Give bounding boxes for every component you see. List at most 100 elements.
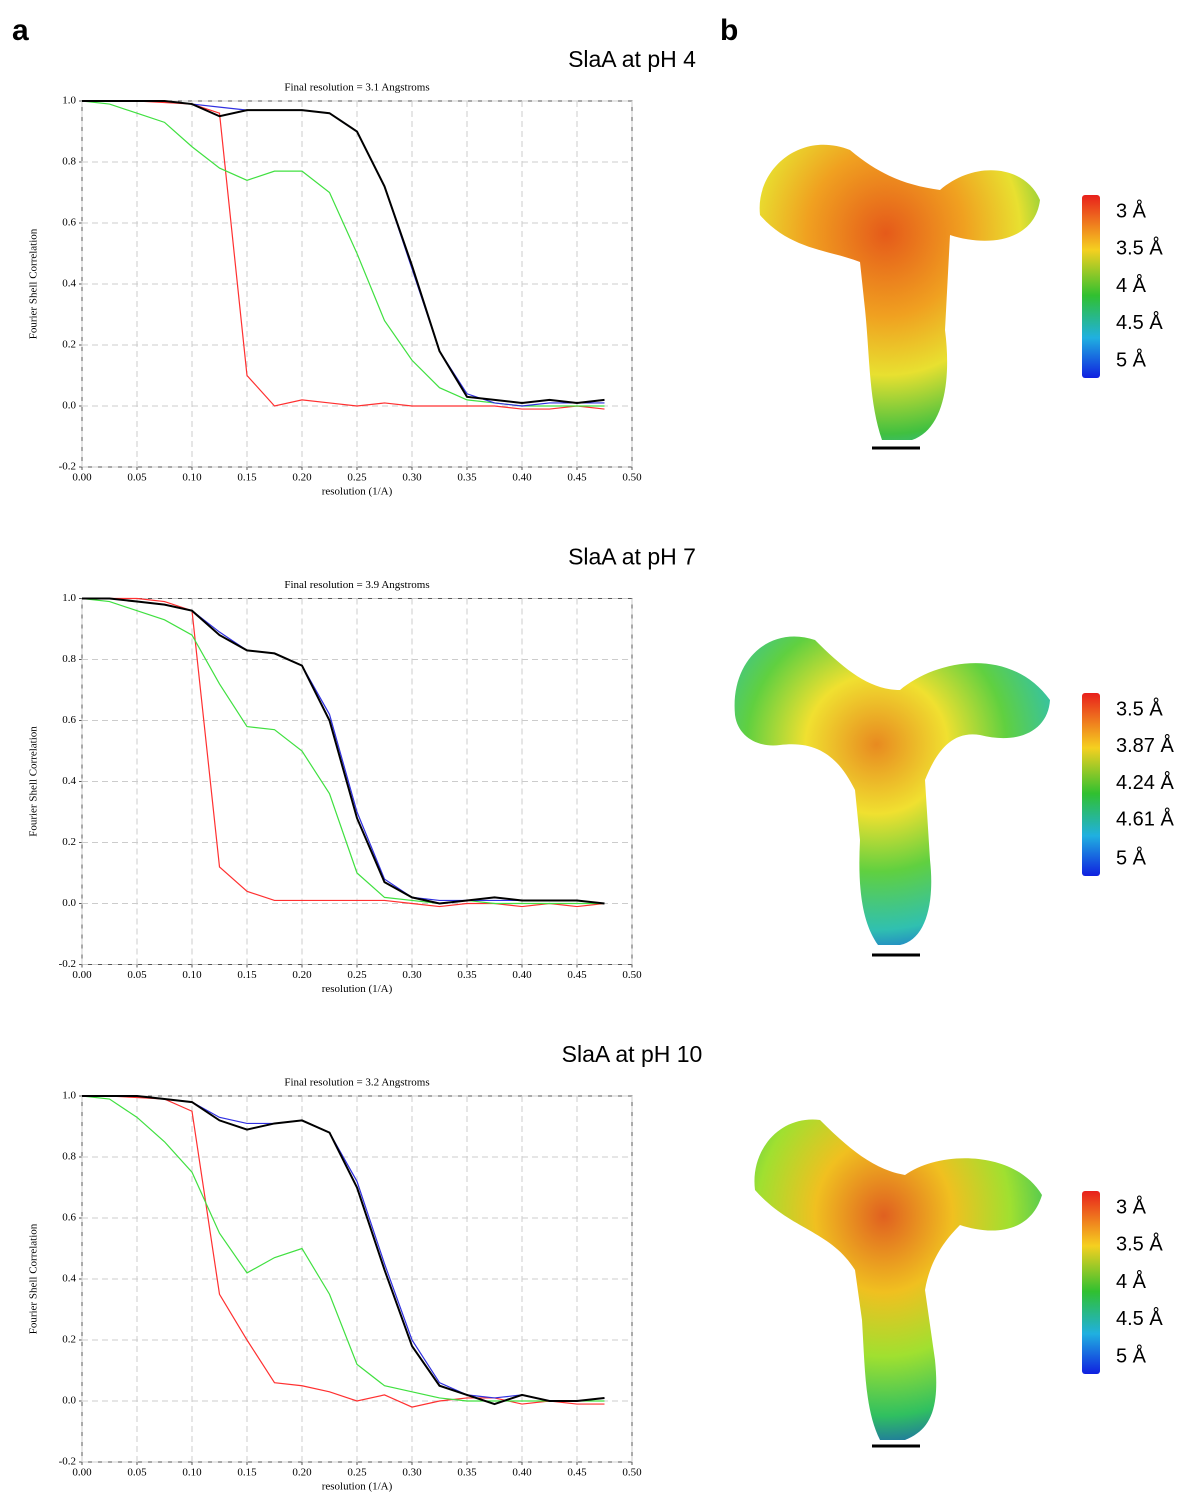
panel-label: b: [720, 14, 738, 47]
colorbar-label: 3.87 Å: [1116, 734, 1174, 757]
colorbar: [1082, 1191, 1100, 1374]
x-tick-label: 0.35: [457, 969, 477, 981]
colorbar-label: 3 Å: [1116, 1195, 1147, 1218]
x-tick-label: 0.30: [402, 472, 422, 484]
x-tick-label: 0.00: [72, 969, 92, 981]
colorbar-label: 3 Å: [1116, 199, 1147, 222]
y-tick-label: 0.6: [62, 714, 76, 726]
colorbar: [1082, 693, 1100, 876]
x-tick-label: 0.50: [622, 969, 642, 981]
colorbar-label: 4.5 Å: [1116, 1307, 1163, 1330]
fsc-line: [82, 597, 605, 908]
chart-subtitle: Final resolution = 3.9 Angstroms: [284, 579, 429, 591]
x-tick-label: 0.40: [512, 969, 532, 981]
y-tick-label: 0.4: [62, 775, 76, 787]
x-tick-label: 0.50: [622, 472, 642, 484]
chart-title: SlaA at pH 7: [568, 544, 696, 570]
y-tick-label: 0.8: [62, 653, 76, 665]
fsc-line: [82, 1095, 605, 1406]
x-tick-label: 0.35: [457, 1467, 477, 1479]
y-tick-label: 0.2: [62, 339, 76, 351]
x-tick-label: 0.05: [127, 472, 147, 484]
x-tick-label: 0.05: [127, 969, 147, 981]
colorbar-label: 4 Å: [1116, 274, 1147, 297]
y-tick-label: 0.8: [62, 156, 76, 168]
density-map: [759, 144, 1040, 450]
colorbar-label: 4.61 Å: [1116, 808, 1174, 831]
chart-title: SlaA at pH 4: [568, 46, 696, 72]
y-tick-label: 0.2: [62, 1334, 76, 1346]
x-tick-label: 0.10: [182, 472, 202, 484]
x-axis-label: resolution (1/A): [322, 983, 393, 995]
x-axis-label: resolution (1/A): [322, 1481, 393, 1493]
panel-label: a: [12, 14, 29, 47]
chart-subtitle: Final resolution = 3.1 Angstroms: [284, 82, 429, 94]
x-tick-label: 0.30: [402, 969, 422, 981]
y-tick-label: 0.4: [62, 278, 76, 290]
y-axis-label: Fourier Shell Correlation: [28, 1223, 40, 1334]
y-tick-label: 0.8: [62, 1151, 76, 1163]
y-tick-label: -0.2: [59, 461, 76, 473]
y-tick-label: 1.0: [62, 1090, 76, 1102]
density-map: [754, 1119, 1042, 1448]
y-axis-label: Fourier Shell Correlation: [28, 726, 40, 837]
colorbar-label: 5 Å: [1116, 1344, 1147, 1367]
x-tick-label: 0.10: [182, 1467, 202, 1479]
chart-subtitle: Final resolution = 3.2 Angstroms: [284, 1077, 429, 1089]
fsc-line: [82, 1095, 605, 1408]
fsc-line: [82, 1095, 605, 1402]
y-tick-label: 0.6: [62, 217, 76, 229]
fsc-line: [82, 100, 605, 407]
fsc-line: [82, 597, 605, 905]
colorbar-label: 3.5 Å: [1116, 697, 1163, 720]
y-tick-label: -0.2: [59, 1456, 76, 1468]
chart-title: SlaA at pH 10: [562, 1041, 703, 1067]
y-tick-label: -0.2: [59, 958, 76, 970]
fsc-line: [82, 100, 605, 404]
x-tick-label: 0.05: [127, 1467, 147, 1479]
y-tick-label: 0.0: [62, 400, 76, 412]
colorbar-label: 5 Å: [1116, 846, 1147, 869]
x-tick-label: 0.25: [347, 969, 367, 981]
colorbar-label: 4 Å: [1116, 1270, 1147, 1293]
y-tick-label: 0.6: [62, 1212, 76, 1224]
x-tick-label: 0.40: [512, 472, 532, 484]
x-tick-label: 0.45: [567, 472, 587, 484]
y-tick-label: 0.0: [62, 1395, 76, 1407]
fsc-line: [81, 100, 605, 407]
colorbar-label: 3.5 Å: [1116, 1233, 1163, 1256]
colorbar-label: 5 Å: [1116, 348, 1147, 371]
x-tick-label: 0.25: [347, 472, 367, 484]
x-tick-label: 0.45: [567, 969, 587, 981]
y-tick-label: 1.0: [62, 592, 76, 604]
colorbar-label: 4.5 Å: [1116, 311, 1163, 334]
y-tick-label: 0.0: [62, 897, 76, 909]
fsc-line: [81, 1095, 605, 1402]
colorbar: [1082, 195, 1100, 378]
x-tick-label: 0.00: [72, 1467, 92, 1479]
colorbar-label: 3.5 Å: [1116, 237, 1163, 260]
x-tick-label: 0.45: [567, 1467, 587, 1479]
y-axis-label: Fourier Shell Correlation: [28, 228, 40, 339]
fsc-line: [82, 100, 605, 410]
x-tick-label: 0.30: [402, 1467, 422, 1479]
x-tick-label: 0.10: [182, 969, 202, 981]
x-tick-label: 0.50: [622, 1467, 642, 1479]
x-tick-label: 0.20: [292, 969, 312, 981]
x-tick-label: 0.35: [457, 472, 477, 484]
x-axis-label: resolution (1/A): [322, 486, 393, 498]
colorbar-label: 4.24 Å: [1116, 771, 1174, 794]
fsc-line: [82, 597, 605, 905]
y-tick-label: 0.4: [62, 1273, 76, 1285]
x-tick-label: 0.15: [237, 969, 257, 981]
fsc-line: [81, 597, 605, 905]
y-tick-label: 1.0: [62, 95, 76, 107]
y-tick-label: 0.2: [62, 836, 76, 848]
x-tick-label: 0.25: [347, 1467, 367, 1479]
x-tick-label: 0.20: [292, 472, 312, 484]
x-tick-label: 0.20: [292, 1467, 312, 1479]
x-tick-label: 0.00: [72, 472, 92, 484]
x-tick-label: 0.40: [512, 1467, 532, 1479]
density-map: [734, 636, 1050, 957]
